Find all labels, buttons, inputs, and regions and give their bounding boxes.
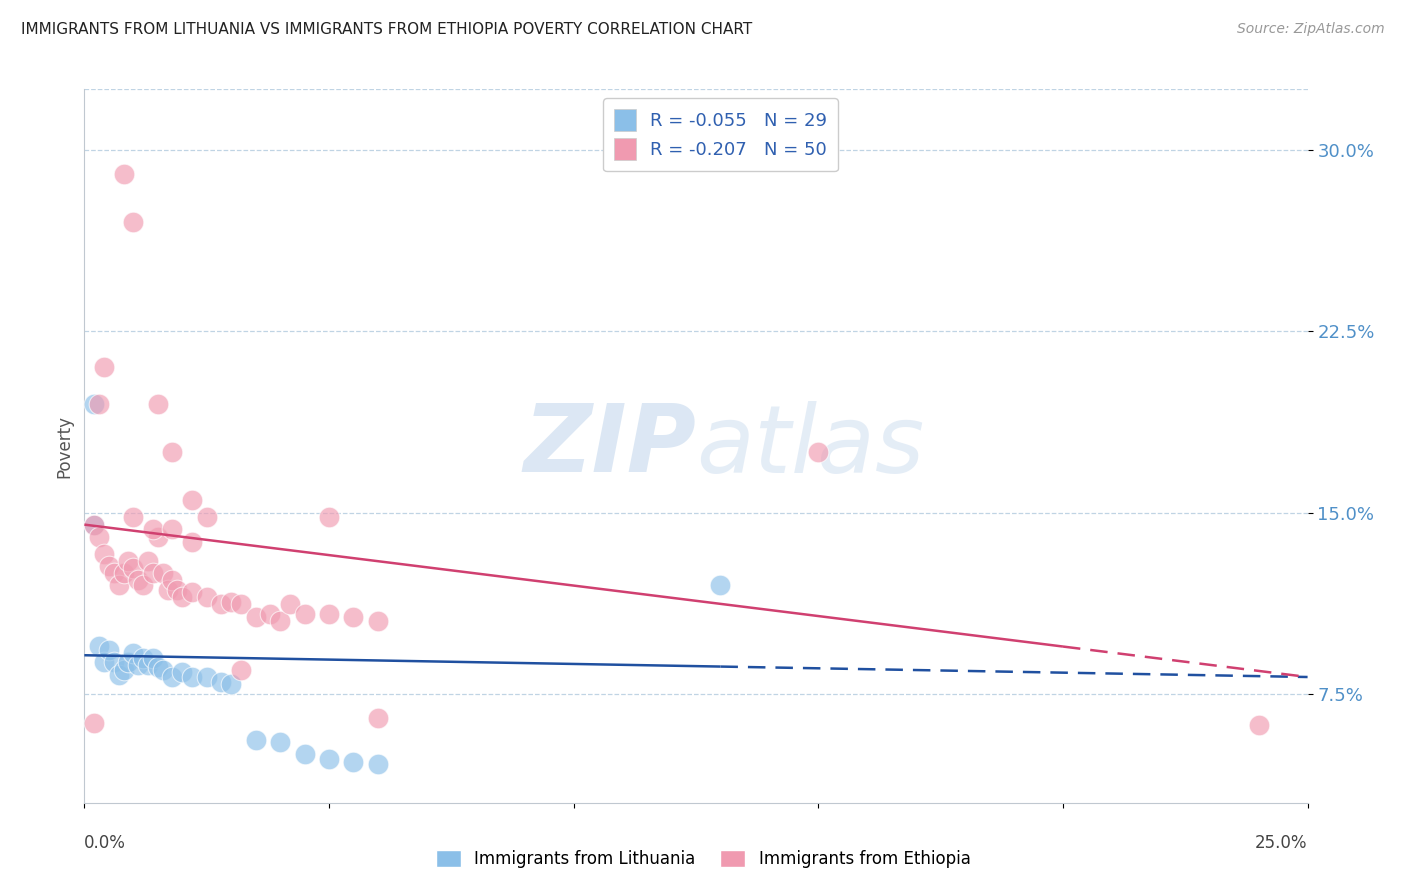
Point [259, 607, 281, 621]
Point [367, 757, 389, 772]
Point [294, 607, 316, 621]
Point [142, 650, 165, 665]
Point [195, 670, 218, 684]
Point [318, 607, 340, 621]
Point [87, 397, 110, 411]
Point [142, 566, 165, 580]
Point [245, 732, 267, 747]
Point [269, 615, 291, 629]
Point [142, 523, 165, 537]
Text: IMMIGRANTS FROM LITHUANIA VS IMMIGRANTS FROM ETHIOPIA POVERTY CORRELATION CHART: IMMIGRANTS FROM LITHUANIA VS IMMIGRANTS … [21, 22, 752, 37]
Point [83, 716, 105, 731]
Point [93, 360, 115, 375]
Point [122, 215, 145, 229]
Point [93, 547, 115, 561]
Point [146, 530, 169, 544]
Point [146, 660, 169, 674]
Point [83, 517, 105, 532]
Point [162, 670, 184, 684]
Point [269, 735, 291, 749]
Point [127, 574, 149, 588]
Text: Source: ZipAtlas.com: Source: ZipAtlas.com [1237, 22, 1385, 37]
Point [103, 566, 125, 580]
Point [229, 663, 252, 677]
Point [1247, 718, 1270, 732]
Point [152, 663, 174, 677]
Point [172, 665, 194, 680]
Point [83, 517, 105, 532]
Point [807, 445, 830, 459]
Point [117, 554, 139, 568]
Point [112, 566, 135, 580]
Point [219, 595, 242, 609]
Legend: R = -0.055   N = 29, R = -0.207   N = 50: R = -0.055 N = 29, R = -0.207 N = 50 [603, 98, 838, 171]
Point [97, 643, 120, 657]
Point [181, 534, 204, 549]
Point [152, 566, 174, 580]
Point [172, 590, 194, 604]
Point [294, 747, 316, 762]
Point [107, 667, 129, 681]
Point [132, 578, 155, 592]
Point [122, 561, 145, 575]
Point [209, 674, 232, 689]
Point [83, 397, 105, 411]
Point [709, 578, 731, 592]
Point [367, 615, 389, 629]
Text: ZIP: ZIP [523, 400, 696, 492]
Point [112, 663, 135, 677]
Point [229, 598, 252, 612]
Point [342, 755, 364, 769]
Point [127, 657, 149, 672]
Point [112, 167, 135, 181]
Point [117, 656, 139, 670]
Point [367, 711, 389, 725]
Point [136, 657, 159, 672]
Point [156, 582, 179, 597]
Point [107, 578, 129, 592]
Point [122, 510, 145, 524]
Point [209, 598, 232, 612]
Point [146, 397, 169, 411]
Point [245, 609, 267, 624]
Point [219, 677, 242, 691]
Point [181, 585, 204, 599]
Point [136, 554, 159, 568]
Point [93, 656, 115, 670]
Point [97, 558, 120, 573]
Point [195, 510, 218, 524]
Point [278, 598, 301, 612]
Y-axis label: Poverty: Poverty [55, 415, 73, 477]
Point [318, 752, 340, 766]
Text: atlas: atlas [696, 401, 924, 491]
Point [342, 609, 364, 624]
Point [181, 493, 204, 508]
Point [132, 650, 155, 665]
Point [181, 670, 204, 684]
Point [87, 530, 110, 544]
Point [87, 639, 110, 653]
Point [162, 574, 184, 588]
Point [122, 646, 145, 660]
Point [103, 656, 125, 670]
Point [162, 523, 184, 537]
Point [195, 590, 218, 604]
Text: 0.0%: 0.0% [84, 834, 127, 852]
Point [162, 445, 184, 459]
Point [318, 510, 340, 524]
Text: 25.0%: 25.0% [1256, 834, 1308, 852]
Legend: Immigrants from Lithuania, Immigrants from Ethiopia: Immigrants from Lithuania, Immigrants fr… [429, 843, 977, 875]
Point [166, 582, 188, 597]
